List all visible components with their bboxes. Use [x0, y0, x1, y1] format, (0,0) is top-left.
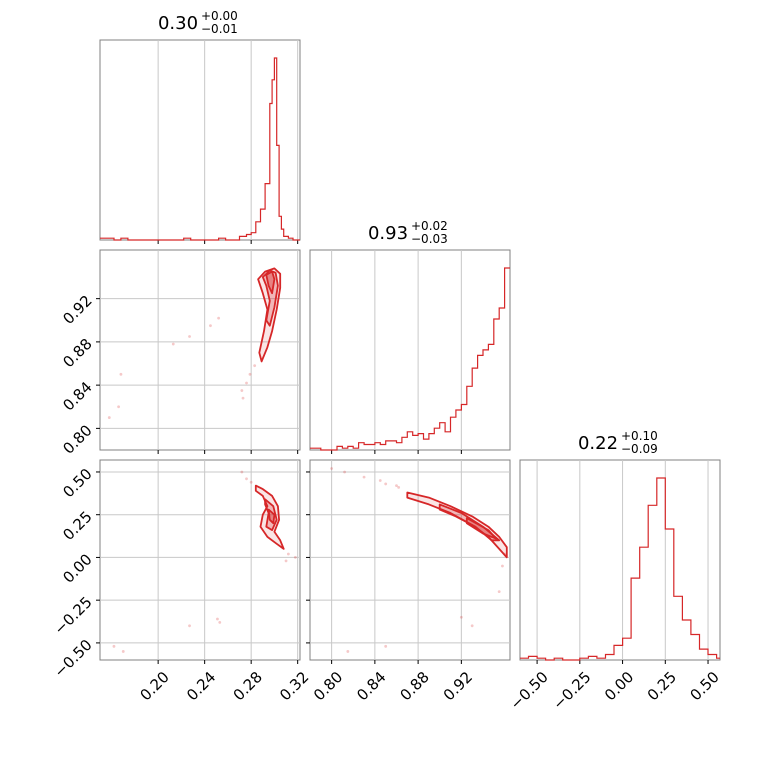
- histogram-param-0: [100, 57, 300, 241]
- x-tick-label: 0.84: [353, 668, 389, 704]
- param-1-title-plus: +0.02: [411, 219, 448, 233]
- param-2-title-plus: +0.10: [621, 429, 658, 443]
- y-tick-label: 0.00: [59, 550, 95, 586]
- x-tick-label: 0.20: [137, 668, 173, 704]
- sample-point: [330, 467, 334, 470]
- sample-point: [397, 485, 401, 489]
- param-0-title-minus: −0.01: [201, 22, 238, 36]
- sample-point: [216, 617, 219, 621]
- sample-point: [249, 480, 253, 484]
- param-2-title-minus: −0.09: [621, 442, 658, 456]
- x-tick-label: −0.25: [549, 668, 594, 713]
- sample-point: [284, 559, 288, 563]
- sample-point: [240, 470, 244, 474]
- param-0-title-plus: +0.00: [201, 9, 238, 23]
- y-tick-label: 0.88: [59, 335, 95, 371]
- sample-point: [501, 564, 504, 568]
- panel-2-0-frame: [99, 459, 301, 661]
- param-1-title-median: 0.93: [368, 223, 408, 244]
- y-tick-label: 0.25: [59, 508, 95, 544]
- sample-point: [188, 335, 191, 338]
- param-0-title-median: 0.30: [158, 13, 198, 34]
- sample-point: [459, 615, 463, 619]
- sample-point: [188, 624, 191, 628]
- sample-point: [112, 644, 116, 648]
- x-tick-label: 0.88: [397, 668, 433, 704]
- sample-point: [171, 342, 175, 346]
- sample-point: [245, 477, 248, 481]
- sample-point: [107, 416, 111, 419]
- panel-2-1-frame: [309, 459, 511, 661]
- x-tick-label: 0.92: [440, 668, 476, 704]
- sample-point: [217, 316, 221, 320]
- y-tick-label: 0.92: [59, 292, 95, 328]
- sample-point: [470, 624, 474, 628]
- panel-0-0-frame: [99, 39, 301, 241]
- panel-1-1-frame: [309, 249, 511, 451]
- sample-point: [248, 372, 252, 376]
- sample-point: [253, 364, 257, 368]
- sample-point: [362, 475, 366, 479]
- sample-point: [384, 644, 388, 648]
- sample-point: [384, 482, 388, 486]
- sample-point: [119, 372, 123, 376]
- sample-point: [395, 484, 398, 488]
- sample-point: [218, 620, 222, 624]
- contour-0-2-level-2: [267, 508, 276, 525]
- x-tick-label: 0.28: [230, 668, 266, 704]
- y-tick-label: 0.50: [59, 465, 95, 501]
- x-tick-label: 0.50: [686, 668, 722, 704]
- sample-point: [293, 556, 297, 559]
- sample-point: [245, 381, 248, 385]
- x-tick-label: 0.00: [601, 668, 637, 704]
- sample-point: [286, 552, 290, 556]
- contour-1-2-level-0: [406, 491, 508, 559]
- sample-point: [241, 396, 245, 400]
- sample-point: [343, 470, 346, 474]
- histogram-param-1: [310, 267, 510, 451]
- contour-0-1-level-2: [265, 270, 276, 295]
- x-tick-label: 0.32: [276, 668, 312, 704]
- x-tick-label: −0.50: [507, 668, 552, 713]
- sample-point: [346, 650, 350, 653]
- x-tick-label: 0.80: [310, 668, 346, 704]
- histogram-param-2: [520, 477, 720, 661]
- sample-point: [121, 650, 125, 653]
- param-2-title-median: 0.22: [578, 433, 618, 454]
- contour-1-2-level-2: [465, 517, 497, 540]
- y-tick-label: −0.50: [50, 636, 95, 681]
- sample-point: [209, 324, 212, 328]
- panel-2-2-frame: [519, 459, 721, 661]
- x-tick-label: 0.25: [644, 668, 680, 704]
- sample-point: [117, 405, 121, 409]
- contour-1-2-level-1: [438, 503, 501, 542]
- sample-point: [497, 590, 501, 594]
- param-1-title-minus: −0.03: [411, 232, 448, 246]
- sample-point: [378, 479, 382, 482]
- y-tick-label: 0.80: [59, 421, 95, 457]
- y-tick-label: 0.84: [59, 378, 95, 414]
- x-tick-label: 0.24: [183, 668, 219, 704]
- sample-point: [240, 389, 244, 392]
- y-tick-label: −0.25: [50, 593, 95, 638]
